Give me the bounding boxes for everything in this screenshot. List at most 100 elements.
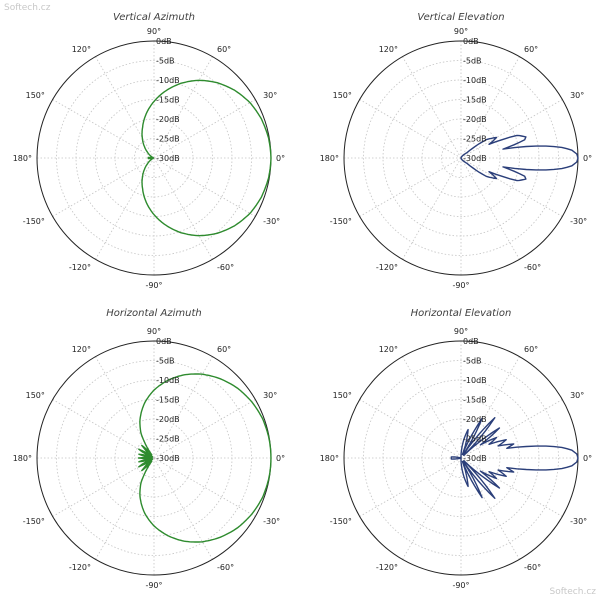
vertical-azimuth-db-label: -30dB — [156, 154, 180, 163]
vertical-elevation-grid-ring — [402, 99, 520, 217]
horizontal-azimuth-pattern-line — [137, 373, 272, 543]
vertical-elevation-grid-ring — [363, 60, 559, 256]
vertical-azimuth-spoke — [95, 157, 155, 260]
horizontal-elevation-grid-ring — [402, 399, 520, 517]
horizontal-elevation-angle-label: 0° — [583, 454, 592, 463]
vertical-elevation-pattern-line — [460, 134, 579, 182]
vertical-azimuth-angle-label: 90° — [147, 27, 161, 36]
vertical-azimuth-db-label: -25dB — [156, 135, 180, 144]
vertical-elevation-grid-ring — [421, 118, 501, 198]
horizontal-azimuth-angle-label: 30° — [263, 391, 277, 400]
vertical-azimuth-angle-label: 30° — [263, 91, 277, 100]
horizontal-elevation-grid-ring — [441, 438, 481, 478]
vertical-elevation-grid-ring — [382, 79, 540, 237]
vertical-elevation-angle-label: 90° — [454, 27, 468, 36]
vertical-azimuth-angle-label: 150° — [26, 91, 45, 100]
horizontal-azimuth-angle-label: 60° — [217, 345, 231, 354]
vertical-azimuth-db-label: 0dB — [156, 37, 172, 46]
vertical-azimuth-spoke — [95, 56, 155, 159]
vertical-elevation-angle-label: -30° — [570, 217, 587, 226]
vertical-elevation-db-label: -10dB — [463, 76, 487, 85]
horizontal-azimuth-angle-label: -120° — [69, 563, 91, 572]
horizontal-azimuth-db-label: -5dB — [156, 357, 175, 366]
vertical-azimuth-chart: Vertical Azimuth -30dB -25dB -20dB -15dB -10d… — [13, 12, 285, 290]
horizontal-elevation-db-label: 0dB — [463, 337, 479, 346]
vertical-elevation-angle-label: -90° — [452, 281, 469, 290]
horizontal-elevation-chart: Horizontal Elevation -30dB -25dB -20dB -15dB… — [320, 308, 592, 590]
vertical-elevation-angle-label: 60° — [524, 45, 538, 54]
horizontal-elevation-angle-label: -90° — [452, 581, 469, 590]
vertical-azimuth-grid-ring — [56, 60, 252, 256]
vertical-elevation-spoke — [359, 157, 462, 217]
horizontal-azimuth-db-label: 0dB — [156, 337, 172, 346]
horizontal-azimuth-db-label: -30dB — [156, 454, 180, 463]
vertical-azimuth-db-label: -10dB — [156, 76, 180, 85]
vertical-elevation-db-label: -20dB — [463, 115, 487, 124]
vertical-azimuth-grid-ring — [75, 79, 233, 237]
vertical-elevation-spoke — [402, 157, 462, 260]
vertical-elevation-angle-label: -60° — [524, 263, 541, 272]
vertical-elevation-chart: Vertical Elevation -30dB -25dB -20dB -15dB -1… — [320, 12, 592, 290]
vertical-azimuth-angle-label: -60° — [217, 263, 234, 272]
vertical-elevation-db-label: -25dB — [463, 135, 487, 144]
horizontal-azimuth-spoke — [153, 457, 256, 517]
horizontal-elevation-angle-label: 90° — [454, 327, 468, 336]
vertical-elevation-db-label: -15dB — [463, 96, 487, 105]
watermark-bottom: Softech.cz — [549, 587, 596, 597]
vertical-azimuth-spoke — [153, 157, 213, 260]
vertical-azimuth-angle-label: 180° — [13, 154, 32, 163]
vertical-elevation-db-label: -5dB — [463, 57, 482, 66]
horizontal-elevation-db-label: -10dB — [463, 376, 487, 385]
vertical-elevation-angle-label: 150° — [333, 91, 352, 100]
vertical-azimuth-grid-ring — [95, 99, 213, 217]
horizontal-elevation-spoke — [402, 457, 462, 560]
horizontal-azimuth-db-label: -25dB — [156, 435, 180, 444]
horizontal-azimuth-title: Horizontal Azimuth — [106, 308, 201, 319]
vertical-elevation-grid-ring — [441, 138, 481, 178]
horizontal-elevation-title: Horizontal Elevation — [411, 308, 512, 319]
horizontal-azimuth-angle-label: 180° — [13, 454, 32, 463]
vertical-azimuth-angle-label: -150° — [23, 217, 45, 226]
horizontal-azimuth-angle-label: 0° — [276, 454, 285, 463]
horizontal-azimuth-grid-ring — [75, 379, 233, 537]
horizontal-elevation-angle-label: 60° — [524, 345, 538, 354]
horizontal-elevation-db-label: -30dB — [463, 454, 487, 463]
vertical-azimuth-spoke — [52, 157, 155, 217]
vertical-elevation-db-label: 0dB — [463, 37, 479, 46]
vertical-elevation-angle-label: -150° — [330, 217, 352, 226]
horizontal-azimuth-angle-label: 120° — [72, 345, 91, 354]
horizontal-elevation-db-label: -20dB — [463, 415, 487, 424]
horizontal-elevation-spoke — [359, 457, 462, 517]
vertical-azimuth-pattern-line — [141, 79, 272, 237]
horizontal-azimuth-angle-label: -150° — [23, 517, 45, 526]
vertical-azimuth-title: Vertical Azimuth — [113, 12, 195, 23]
horizontal-elevation-grid-ring — [382, 379, 540, 537]
horizontal-elevation-angle-label: 120° — [379, 345, 398, 354]
horizontal-azimuth-angle-label: 90° — [147, 327, 161, 336]
horizontal-elevation-grid-ring — [421, 418, 501, 498]
vertical-azimuth-angle-label: -90° — [145, 281, 162, 290]
vertical-elevation-angle-label: 30° — [570, 91, 584, 100]
horizontal-elevation-pattern-line — [450, 417, 579, 499]
horizontal-azimuth-angle-label: -30° — [263, 517, 280, 526]
horizontal-azimuth-grid-ring — [56, 360, 252, 556]
vertical-azimuth-angle-label: -120° — [69, 263, 91, 272]
vertical-azimuth-grid-ring — [114, 118, 194, 198]
vertical-elevation-db-label: -30dB — [463, 154, 487, 163]
horizontal-elevation-grid-ring — [363, 360, 559, 556]
vertical-azimuth-db-label: -5dB — [156, 57, 175, 66]
vertical-elevation-spoke — [402, 56, 462, 159]
horizontal-elevation-db-label: -15dB — [463, 396, 487, 405]
horizontal-elevation-angle-label: -60° — [524, 563, 541, 572]
horizontal-azimuth-chart: Horizontal Azimuth -30dB -25dB -20dB -15dB -1… — [13, 308, 285, 590]
watermark-top: Softech.cz — [4, 3, 51, 13]
vertical-elevation-angle-label: 0° — [583, 154, 592, 163]
horizontal-elevation-angle-label: 150° — [333, 391, 352, 400]
vertical-azimuth-angle-label: 60° — [217, 45, 231, 54]
horizontal-azimuth-grid-ring — [95, 399, 213, 517]
horizontal-elevation-angle-label: -120° — [376, 563, 398, 572]
horizontal-elevation-angle-label: -150° — [330, 517, 352, 526]
horizontal-elevation-angle-label: 180° — [320, 454, 339, 463]
horizontal-azimuth-spoke — [153, 457, 213, 560]
